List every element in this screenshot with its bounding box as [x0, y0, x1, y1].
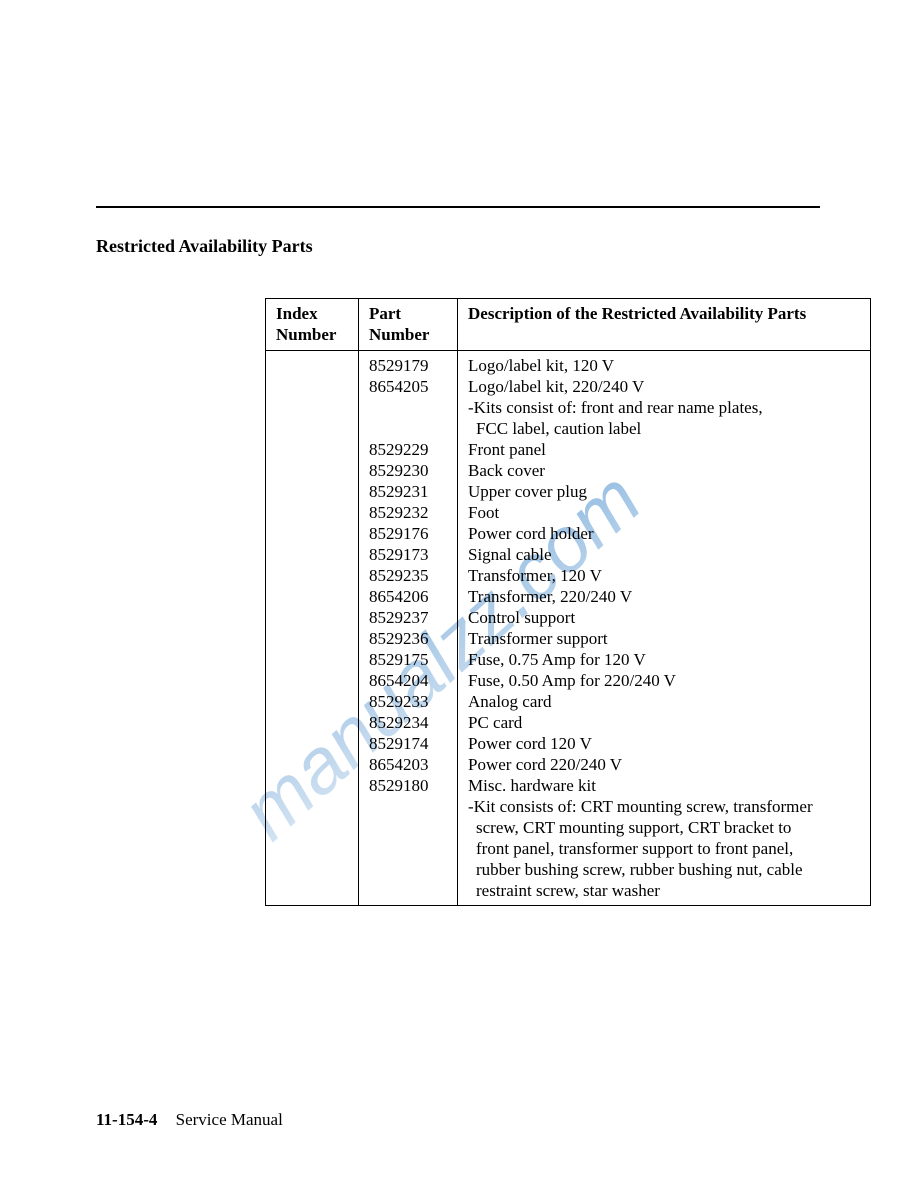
- description-line: Transformer support: [468, 628, 860, 649]
- part-number: 8529230: [369, 460, 447, 481]
- col-header-desc-l2: Description of the Restricted Availabili…: [468, 303, 860, 324]
- col-header-index-l2: Number: [276, 324, 348, 345]
- part-number: 8529180: [369, 775, 447, 796]
- description-line: Power cord holder: [468, 523, 860, 544]
- part-number: 8654206: [369, 586, 447, 607]
- part-number: [369, 880, 447, 901]
- description-line: Fuse, 0.75 Amp for 120 V: [468, 649, 860, 670]
- col-header-part: Part Number: [359, 299, 458, 351]
- part-number: 8529175: [369, 649, 447, 670]
- part-number: 8654205: [369, 376, 447, 397]
- description-line: Upper cover plug: [468, 481, 860, 502]
- description-line: Transformer, 220/240 V: [468, 586, 860, 607]
- part-number: 8529229: [369, 439, 447, 460]
- part-number: 8529235: [369, 565, 447, 586]
- description-line: Analog card: [468, 691, 860, 712]
- part-number-cell: 8529179865420585292298529230852923185292…: [359, 350, 458, 905]
- part-number: 8529174: [369, 733, 447, 754]
- part-number: [369, 418, 447, 439]
- description-line: -Kits consist of: front and rear name pl…: [468, 397, 860, 418]
- part-number: 8529179: [369, 355, 447, 376]
- description-line: -Kit consists of: CRT mounting screw, tr…: [468, 796, 860, 817]
- description-line: Fuse, 0.50 Amp for 220/240 V: [468, 670, 860, 691]
- description-line: PC card: [468, 712, 860, 733]
- part-number: [369, 796, 447, 817]
- part-number: 8654203: [369, 754, 447, 775]
- description-line: Transformer, 120 V: [468, 565, 860, 586]
- part-number: 8529236: [369, 628, 447, 649]
- description-cell: Logo/label kit, 120 VLogo/label kit, 220…: [458, 350, 871, 905]
- description-line: screw, CRT mounting support, CRT bracket…: [468, 817, 860, 838]
- part-number: 8529231: [369, 481, 447, 502]
- part-number: 8529233: [369, 691, 447, 712]
- col-header-index-l1: Index: [276, 303, 348, 324]
- description-line: Power cord 220/240 V: [468, 754, 860, 775]
- table-header-row: Index Number Part Number Description of …: [266, 299, 871, 351]
- page-footer: 11-154-4 Service Manual: [96, 1110, 283, 1130]
- section-title: Restricted Availability Parts: [96, 236, 313, 257]
- description-line: Misc. hardware kit: [468, 775, 860, 796]
- part-number: 8529176: [369, 523, 447, 544]
- description-line: Front panel: [468, 439, 860, 460]
- horizontal-rule: [96, 206, 820, 208]
- part-number: 8529237: [369, 607, 447, 628]
- part-number: [369, 397, 447, 418]
- part-number: [369, 838, 447, 859]
- part-number: 8529232: [369, 502, 447, 523]
- part-number: [369, 817, 447, 838]
- index-cell: [266, 350, 359, 905]
- part-number: [369, 859, 447, 880]
- description-line: front panel, transformer support to fron…: [468, 838, 860, 859]
- table-body-row: 8529179865420585292298529230852923185292…: [266, 350, 871, 905]
- footer-page-ref: 11-154-4: [96, 1110, 157, 1129]
- description-line: Logo/label kit, 120 V: [468, 355, 860, 376]
- col-header-desc: Description of the Restricted Availabili…: [458, 299, 871, 351]
- part-number: 8654204: [369, 670, 447, 691]
- col-header-part-l1: Part: [369, 303, 447, 324]
- description-line: restraint screw, star washer: [468, 880, 860, 901]
- description-line: Power cord 120 V: [468, 733, 860, 754]
- document-page: manualzz.com Restricted Availability Par…: [0, 0, 918, 1188]
- col-header-part-l2: Number: [369, 324, 447, 345]
- description-line: Logo/label kit, 220/240 V: [468, 376, 860, 397]
- col-header-index: Index Number: [266, 299, 359, 351]
- part-number: 8529234: [369, 712, 447, 733]
- description-line: Control support: [468, 607, 860, 628]
- description-line: rubber bushing screw, rubber bushing nut…: [468, 859, 860, 880]
- description-line: Back cover: [468, 460, 860, 481]
- description-line: FCC label, caution label: [468, 418, 860, 439]
- parts-table: Index Number Part Number Description of …: [265, 298, 871, 906]
- description-line: Signal cable: [468, 544, 860, 565]
- footer-label: Service Manual: [176, 1110, 283, 1129]
- part-number: 8529173: [369, 544, 447, 565]
- description-line: Foot: [468, 502, 860, 523]
